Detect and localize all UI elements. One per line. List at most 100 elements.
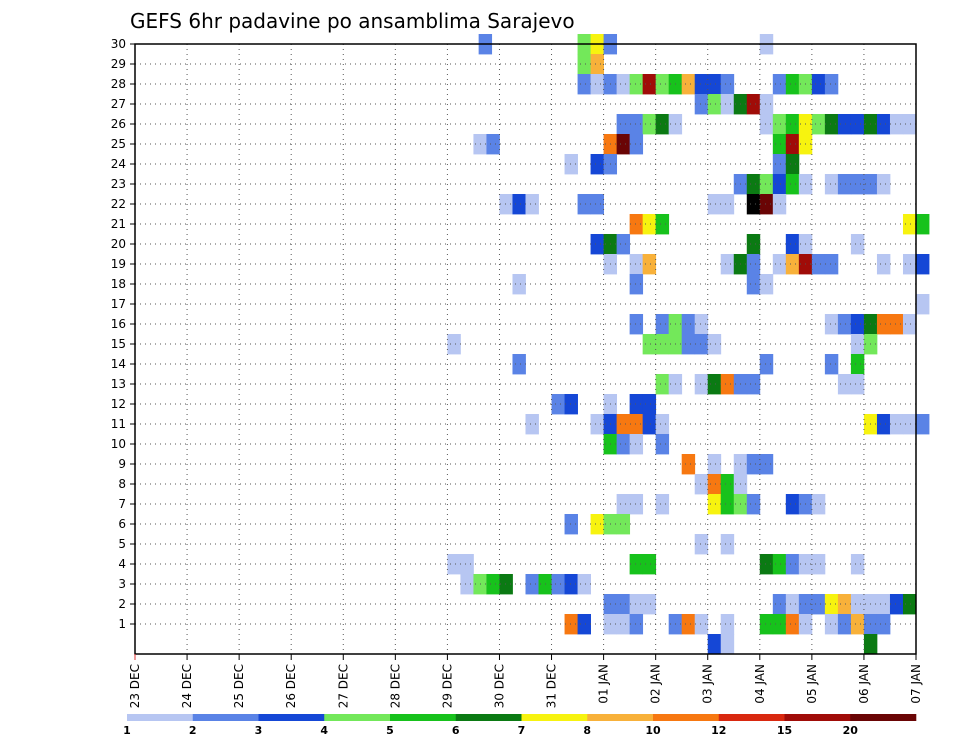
x-tick-label: 07 JAN bbox=[909, 664, 923, 704]
heatmap-cell bbox=[694, 534, 709, 555]
heatmap-cell bbox=[499, 574, 513, 595]
heatmap-cell bbox=[720, 374, 735, 395]
heatmap-cell bbox=[902, 314, 917, 335]
heatmap-cell bbox=[577, 574, 591, 595]
heatmap-cell bbox=[629, 554, 644, 575]
heatmap-cell bbox=[616, 414, 631, 435]
heatmap-cell bbox=[525, 194, 539, 215]
y-tick-label: 7 bbox=[118, 497, 126, 511]
heatmap-cell bbox=[785, 154, 800, 175]
y-tick-label: 16 bbox=[111, 317, 126, 331]
colorbar-label: 8 bbox=[583, 724, 591, 737]
heatmap-cell bbox=[889, 594, 904, 615]
y-tick-label: 2 bbox=[118, 597, 126, 611]
heatmap-cell bbox=[590, 154, 604, 175]
y-tick-label: 5 bbox=[118, 537, 126, 551]
heatmap-cell bbox=[916, 294, 930, 315]
y-tick-label: 24 bbox=[111, 157, 126, 171]
y-tick-label: 18 bbox=[111, 277, 126, 291]
colorbar-segment bbox=[850, 714, 917, 721]
heatmap-cell bbox=[902, 594, 917, 615]
heatmap-cell bbox=[785, 134, 800, 155]
x-tick-label: 31 DEC bbox=[545, 664, 559, 708]
heatmap-cell bbox=[889, 414, 904, 435]
x-tick-label: 04 JAN bbox=[753, 664, 767, 704]
x-tick-label: 24 DEC bbox=[180, 664, 194, 708]
heatmap-cell bbox=[746, 454, 761, 475]
heatmap-cell bbox=[616, 594, 631, 615]
heatmap-cell bbox=[629, 614, 644, 635]
x-tick-label: 01 JAN bbox=[597, 664, 611, 704]
heatmap-cell bbox=[850, 314, 865, 335]
heatmap-cell bbox=[629, 134, 644, 155]
heatmap-cell bbox=[486, 574, 500, 595]
heatmap-cell bbox=[876, 594, 891, 615]
heatmap-cell bbox=[902, 254, 917, 275]
heatmap-cell bbox=[681, 314, 696, 335]
colorbar-label: 10 bbox=[645, 724, 661, 737]
heatmap-cell bbox=[655, 214, 670, 235]
heatmap-cell bbox=[772, 594, 787, 615]
heatmap-cell bbox=[629, 114, 644, 135]
heatmap-cell bbox=[746, 254, 761, 275]
heatmap-cell bbox=[447, 334, 461, 355]
heatmap-cell bbox=[720, 74, 735, 95]
heatmap-cell bbox=[499, 194, 513, 215]
colorbar-segment bbox=[455, 714, 522, 721]
x-tick-label: 30 DEC bbox=[492, 664, 506, 708]
heatmap-cell bbox=[681, 334, 696, 355]
heatmap-cell bbox=[811, 74, 826, 95]
heatmap-cell bbox=[616, 114, 631, 135]
heatmap-cell bbox=[642, 594, 657, 615]
heatmap-cell bbox=[850, 374, 865, 395]
heatmap-cell bbox=[512, 194, 526, 215]
heatmap-cell bbox=[850, 354, 865, 375]
y-tick-label: 8 bbox=[118, 477, 126, 491]
heatmap-cell bbox=[837, 174, 852, 195]
heatmap-cell bbox=[811, 594, 826, 615]
y-tick-label: 14 bbox=[111, 357, 126, 371]
heatmap-cell bbox=[707, 634, 722, 655]
heatmap-cell bbox=[916, 414, 930, 435]
heatmap-cell bbox=[811, 254, 826, 275]
heatmap-cell bbox=[720, 534, 735, 555]
heatmap-cell bbox=[460, 554, 474, 575]
heatmap-cell bbox=[720, 614, 735, 635]
heatmap-cell bbox=[707, 334, 722, 355]
heatmap-cell bbox=[629, 394, 644, 415]
heatmap-cell bbox=[902, 414, 917, 435]
heatmap-cell bbox=[759, 174, 774, 195]
heatmap-cell bbox=[707, 94, 722, 115]
heatmap-cell bbox=[590, 414, 604, 435]
heatmap-cell bbox=[720, 194, 735, 215]
y-tick-label: 11 bbox=[111, 417, 126, 431]
heatmap-cell bbox=[629, 254, 644, 275]
heatmap-cell bbox=[629, 74, 644, 95]
heatmap-cell bbox=[772, 174, 787, 195]
heatmap-cell bbox=[616, 134, 631, 155]
heatmap-cell bbox=[850, 174, 865, 195]
heatmap-cell bbox=[772, 614, 787, 635]
colorbar-segment bbox=[324, 714, 391, 721]
heatmap-cell bbox=[512, 274, 526, 295]
colorbar-segment bbox=[192, 714, 259, 721]
heatmap-cell bbox=[564, 154, 578, 175]
colorbar-segment bbox=[390, 714, 457, 721]
heatmap-cell bbox=[694, 94, 709, 115]
x-tick-label: 27 DEC bbox=[336, 664, 350, 708]
heatmap-cell bbox=[642, 74, 657, 95]
heatmap-cell bbox=[655, 114, 670, 135]
plot-frame bbox=[134, 43, 917, 655]
heatmap-cell bbox=[629, 594, 644, 615]
y-tick-label: 27 bbox=[111, 97, 126, 111]
heatmap-cell bbox=[590, 74, 604, 95]
colorbar-segment bbox=[127, 714, 194, 721]
colorbar-segment bbox=[784, 714, 851, 721]
colorbar-label: 5 bbox=[386, 724, 394, 737]
heatmap-cell bbox=[772, 254, 787, 275]
heatmap-cell bbox=[694, 614, 709, 635]
x-axis-ticks: 23 DEC 24 DEC 25 DEC 26 DEC 27 DEC 28 DEC 29 D… bbox=[128, 654, 923, 708]
heatmap-cell bbox=[759, 614, 774, 635]
heatmap-cell bbox=[746, 494, 761, 515]
